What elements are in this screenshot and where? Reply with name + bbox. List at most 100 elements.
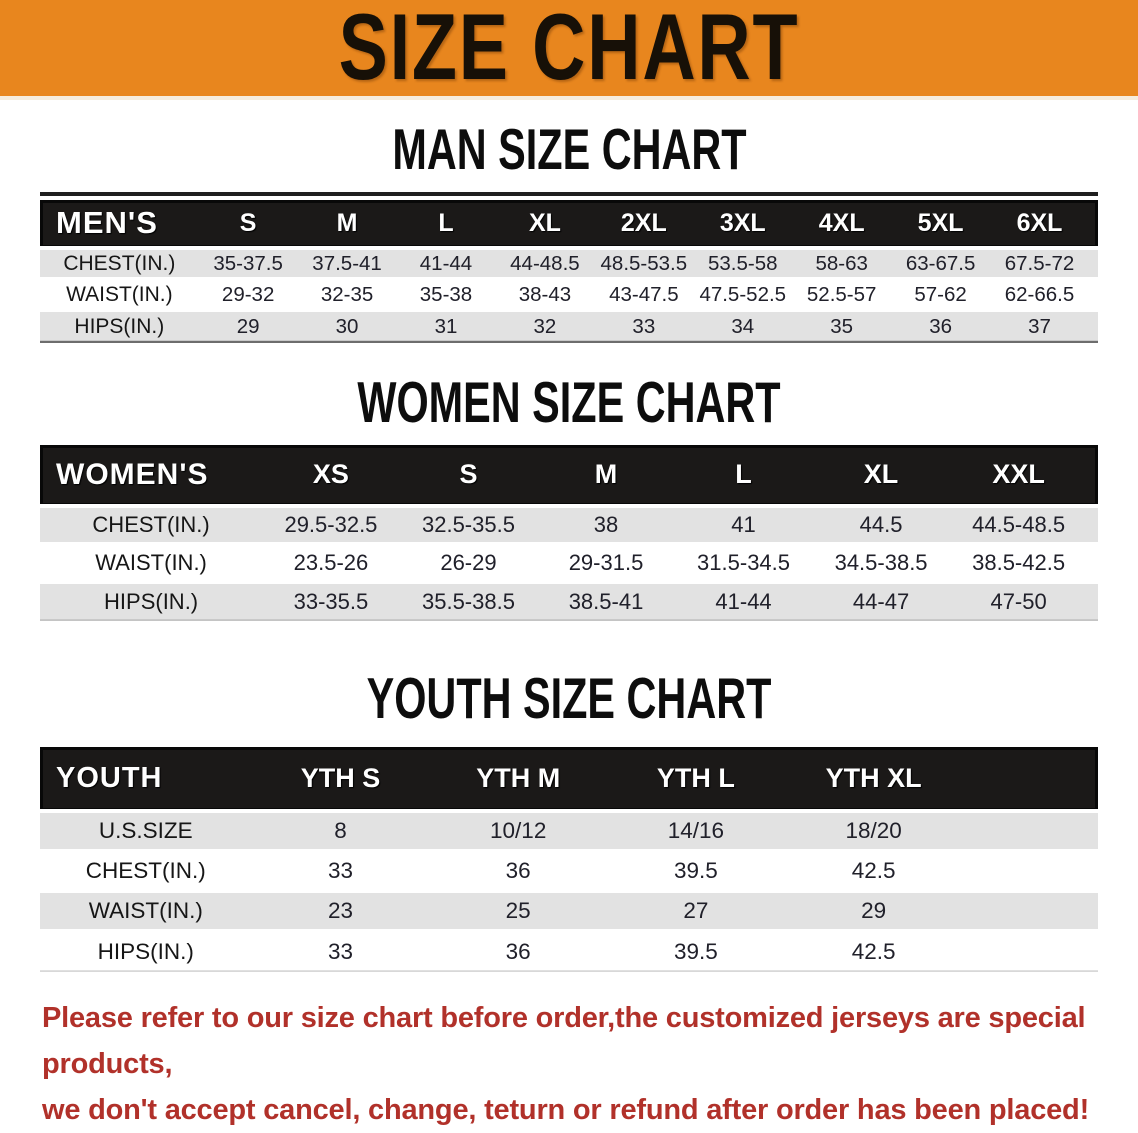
column-header: M bbox=[336, 208, 358, 237]
spacer-cell bbox=[963, 891, 1098, 931]
column-header: S bbox=[459, 459, 478, 489]
table-cell: 18/20 bbox=[845, 818, 902, 843]
row-label: CHEST(IN.) bbox=[85, 858, 206, 883]
table-cell: 62-66.5 bbox=[1004, 282, 1075, 306]
table-cell: 44-48.5 bbox=[510, 251, 580, 275]
row-label: CHEST(IN.) bbox=[63, 251, 176, 275]
youth-section-heading: YOUTH SIZE CHART bbox=[0, 666, 1138, 731]
women-size-table-wrap: WOMEN'S XS S M L XL XXL CHEST(IN.) 29.5-32.5 32.5… bbox=[40, 445, 1098, 621]
table-row: WAIST(IN.) 23.5-26 26-29 29-31.5 31.5-34.5 34… bbox=[40, 544, 1098, 582]
table-cell: 44-47 bbox=[852, 589, 910, 614]
table-cell: 29-31.5 bbox=[568, 550, 644, 575]
spacer-cell bbox=[1089, 279, 1098, 310]
table-cell: 44.5 bbox=[859, 512, 903, 537]
table-cell: 43-47.5 bbox=[609, 282, 679, 306]
table-cell: 31 bbox=[434, 314, 458, 338]
women-size-table: WOMEN'S XS S M L XL XXL CHEST(IN.) 29.5-32.5 32.5… bbox=[40, 445, 1098, 620]
table-cell: 30 bbox=[335, 314, 359, 338]
banner-title: SIZE CHART bbox=[338, 0, 800, 100]
table-cell: 42.5 bbox=[851, 939, 896, 964]
table-header-row: YOUTH YTH S YTH M YTH L YTH XL bbox=[40, 747, 1098, 811]
youth-heading-text: YOUTH SIZE CHART bbox=[366, 665, 772, 731]
table-cell: 8 bbox=[334, 818, 347, 843]
spacer-cell bbox=[1089, 248, 1098, 279]
table-cell: 38.5-42.5 bbox=[972, 550, 1066, 575]
row-label: WAIST(IN.) bbox=[66, 282, 173, 306]
column-header: L bbox=[438, 208, 454, 237]
size-chart-banner: SIZE CHART bbox=[0, 0, 1138, 100]
spacer-cell bbox=[963, 811, 1098, 851]
column-header: 4XL bbox=[818, 208, 865, 237]
policy-line-1: Please refer to our size chart before or… bbox=[42, 1002, 1086, 1080]
table-row: CHEST(IN.) 35-37.5 37.5-41 41-44 44-48.5 48.5… bbox=[40, 248, 1098, 279]
table-row: WAIST(IN.) 29-32 32-35 35-38 38-43 43-47.5 47.… bbox=[40, 279, 1098, 310]
table-cell: 39.5 bbox=[674, 939, 718, 964]
table-cell: 41 bbox=[731, 512, 756, 537]
row-label: WAIST(IN.) bbox=[88, 898, 203, 923]
table-cell: 38-43 bbox=[518, 282, 572, 306]
table-row: HIPS(IN.) 33-35.5 35.5-38.5 38.5-41 41-44 44-… bbox=[40, 582, 1098, 620]
table-cell: 33 bbox=[327, 939, 353, 964]
table-cell: 32 bbox=[533, 314, 557, 338]
row-label: HIPS(IN.) bbox=[97, 939, 194, 964]
table-cell: 35-37.5 bbox=[213, 251, 283, 275]
table-cell: 47.5-52.5 bbox=[699, 282, 787, 306]
table-corner-label: WOMEN'S bbox=[56, 457, 209, 491]
column-header: L bbox=[735, 459, 752, 489]
table-cell: 23.5-26 bbox=[293, 550, 369, 575]
column-header: YTH L bbox=[656, 762, 735, 793]
spacer-cell bbox=[1089, 310, 1098, 341]
table-row: CHEST(IN.) 29.5-32.5 32.5-35.5 38 41 44.5 44.5… bbox=[40, 506, 1098, 544]
table-cell: 31.5-34.5 bbox=[697, 550, 791, 575]
table-cell: 26-29 bbox=[440, 550, 497, 575]
table-cell: 32.5-35.5 bbox=[421, 512, 515, 537]
youth-size-table-wrap: YOUTH YTH S YTH M YTH L YTH XL U.S.SIZE 8 10/12… bbox=[40, 747, 1098, 972]
table-cell: 33 bbox=[327, 858, 353, 883]
spacer-cell bbox=[963, 851, 1098, 891]
table-cell: 41-44 bbox=[419, 251, 473, 275]
table-cell: 27 bbox=[683, 898, 709, 923]
men-size-table: MEN'S S M L XL 2XL 3XL 4XL 5XL 6XL CHEST(IN.) 35-37… bbox=[40, 200, 1098, 341]
column-header: 6XL bbox=[1016, 208, 1063, 237]
column-header: YTH XL bbox=[825, 762, 922, 793]
table-cell: 38 bbox=[593, 512, 619, 537]
column-header: XS bbox=[312, 459, 349, 489]
table-cell: 42.5 bbox=[851, 858, 896, 883]
table-cell: 33 bbox=[632, 314, 656, 338]
column-header: 5XL bbox=[917, 208, 964, 237]
table-cell: 35.5-38.5 bbox=[421, 589, 515, 614]
table-cell: 36 bbox=[505, 939, 531, 964]
table-cell: 67.5-72 bbox=[1004, 251, 1075, 275]
table-row: WAIST(IN.) 23 25 27 29 bbox=[40, 891, 1098, 931]
women-section-heading: WOMEN SIZE CHART bbox=[0, 370, 1138, 435]
column-header: XXL bbox=[992, 459, 1045, 489]
table-cell: 25 bbox=[505, 898, 531, 923]
order-policy-note: Please refer to our size chart before or… bbox=[42, 996, 1096, 1133]
column-header: S bbox=[239, 208, 257, 237]
policy-line-2: we don't accept cancel, change, teturn o… bbox=[42, 1093, 1090, 1126]
table-cell: 29 bbox=[236, 314, 260, 338]
table-row: U.S.SIZE 8 10/12 14/16 18/20 bbox=[40, 811, 1098, 851]
table-corner-label: YOUTH bbox=[56, 761, 163, 794]
table-cell: 37 bbox=[1028, 314, 1051, 338]
row-label: CHEST(IN.) bbox=[92, 512, 210, 537]
table-header-row: WOMEN'S XS S M L XL XXL bbox=[40, 445, 1098, 506]
column-header: 2XL bbox=[620, 208, 667, 237]
table-cell: 52.5-57 bbox=[806, 282, 877, 306]
table-cell: 53.5-58 bbox=[707, 251, 778, 275]
table-cell: 34 bbox=[731, 314, 755, 338]
table-cell: 14/16 bbox=[667, 818, 725, 843]
spacer-cell bbox=[963, 931, 1098, 971]
table-cell: 47-50 bbox=[990, 589, 1047, 614]
table-row: CHEST(IN.) 33 36 39.5 42.5 bbox=[40, 851, 1098, 891]
column-header: XL bbox=[528, 208, 561, 237]
youth-size-table: YOUTH YTH S YTH M YTH L YTH XL U.S.SIZE 8 10/12… bbox=[40, 747, 1098, 971]
spacer-cell bbox=[1087, 544, 1098, 582]
table-cell: 29 bbox=[861, 898, 887, 923]
table-cell: 36 bbox=[929, 314, 952, 338]
column-header: 3XL bbox=[719, 208, 766, 237]
row-label: HIPS(IN.) bbox=[104, 589, 199, 614]
spacer-cell bbox=[1087, 582, 1098, 620]
table-cell: 32-35 bbox=[320, 282, 374, 306]
spacer-cell bbox=[963, 747, 1098, 811]
